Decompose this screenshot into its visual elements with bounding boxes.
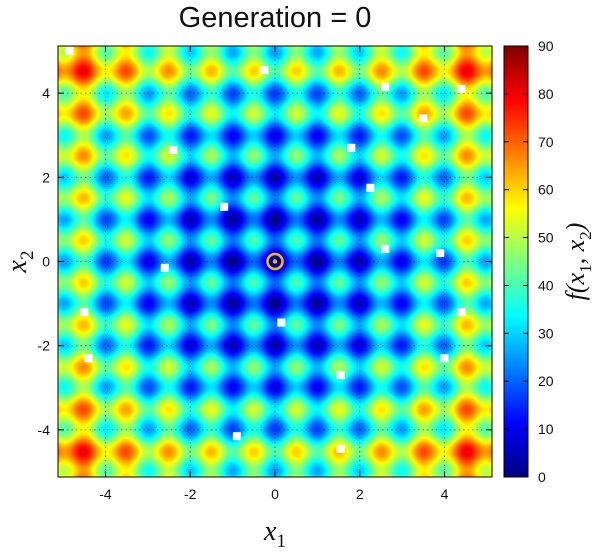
- chart-title: Generation = 0: [178, 2, 372, 34]
- population-point: [381, 82, 390, 91]
- colorbar-tick-label: 30: [538, 325, 554, 341]
- population-point: [440, 354, 449, 363]
- population-point: [347, 143, 356, 152]
- x-tick-label: 2: [356, 486, 364, 502]
- population-point: [160, 263, 169, 272]
- x-axis-label: x1: [263, 516, 286, 547]
- x-axis-label-base: x: [263, 516, 277, 547]
- colorbar-tick-label: 10: [538, 421, 554, 437]
- colorbar-tick-label: 60: [538, 182, 554, 198]
- x-axis-label-sub: 1: [276, 531, 286, 547]
- colorbar-label-part: x: [561, 239, 590, 252]
- colorbar-label: f(x1, x2): [561, 223, 595, 301]
- colorbar-label-part: ): [561, 223, 590, 234]
- colorbar-tick-label: 50: [538, 230, 554, 246]
- colorbar-label-part: ,: [561, 251, 590, 264]
- population-point: [436, 249, 445, 258]
- y-axis-label: x2: [2, 251, 38, 274]
- optimum-center: [272, 259, 278, 264]
- population-point: [169, 145, 178, 154]
- colorbar-tick-label: 40: [538, 277, 554, 293]
- optimum-marker: [266, 252, 284, 271]
- population-point: [80, 308, 89, 317]
- y-tick-label: 2: [42, 169, 50, 185]
- colorbar-label-part: x: [561, 272, 590, 285]
- population-point: [381, 244, 390, 253]
- y-axis-label-base: x: [2, 259, 33, 273]
- colorbar-label-part: 2: [576, 231, 595, 240]
- population-point: [336, 444, 345, 453]
- population-point: [277, 318, 286, 327]
- colorbar-tick-label: 80: [538, 86, 554, 102]
- population-point: [336, 371, 345, 380]
- population-point: [457, 308, 466, 317]
- colorbar-tick-label: 90: [538, 38, 554, 54]
- population-point: [232, 432, 241, 441]
- population-point: [457, 84, 466, 93]
- colorbar-label-part: f(: [561, 283, 590, 300]
- colorbar-tick-label: 70: [538, 134, 554, 150]
- colorbar: [503, 45, 529, 478]
- x-tick-label: -4: [99, 486, 112, 502]
- population-point: [260, 65, 269, 74]
- y-tick-label: 0: [42, 254, 50, 270]
- y-axis-label-sub: 2: [17, 251, 38, 261]
- colorbar-tick-label: 0: [538, 469, 546, 485]
- population-point: [65, 47, 74, 56]
- population-point: [366, 183, 375, 192]
- population-point: [220, 202, 229, 211]
- x-tick-label: 4: [441, 486, 449, 502]
- y-tick-label: -2: [38, 338, 51, 354]
- x-tick-label: 0: [271, 486, 279, 502]
- colorbar-tick-label: 20: [538, 373, 554, 389]
- population-point: [419, 114, 428, 123]
- population-point: [84, 354, 93, 363]
- y-tick-label: -4: [38, 422, 51, 438]
- y-tick-label: 4: [42, 85, 50, 101]
- colorbar-label-part: 1: [576, 264, 595, 273]
- x-tick-label: -2: [184, 486, 197, 502]
